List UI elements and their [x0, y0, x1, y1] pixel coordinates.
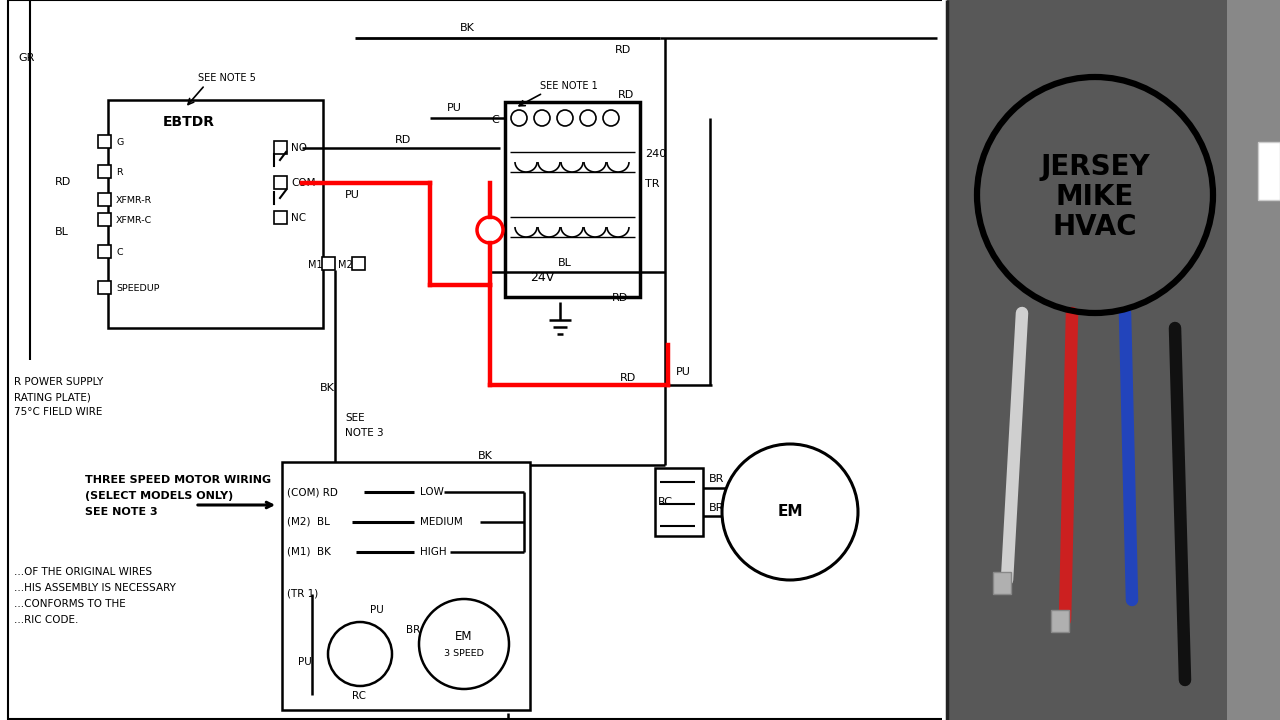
Text: ...RIC CODE.: ...RIC CODE.	[14, 615, 78, 625]
Circle shape	[580, 110, 596, 126]
Text: JERSEY: JERSEY	[1041, 153, 1149, 181]
Text: HIGH: HIGH	[420, 547, 447, 557]
Text: (TR 1): (TR 1)	[287, 589, 319, 599]
Text: SEE NOTE 5: SEE NOTE 5	[198, 73, 256, 83]
Bar	[655, 468, 703, 536]
Text: C: C	[116, 248, 123, 256]
Text: ...CONFORMS TO THE: ...CONFORMS TO THE	[14, 599, 125, 609]
Bar	[274, 211, 287, 224]
Text: SEE: SEE	[346, 413, 365, 423]
Text: ...HIS ASSEMBLY IS NECESSARY: ...HIS ASSEMBLY IS NECESSARY	[14, 583, 175, 593]
Text: MIKE: MIKE	[1056, 183, 1134, 211]
Text: 240: 240	[645, 149, 667, 159]
Bar	[947, 0, 1228, 720]
Text: (SELECT MODELS ONLY): (SELECT MODELS ONLY)	[84, 491, 233, 501]
Text: THREE SPEED MOTOR WIRING: THREE SPEED MOTOR WIRING	[84, 475, 271, 485]
Text: (M2)  BL: (M2) BL	[287, 517, 330, 527]
Text: 75°C FIELD WIRE: 75°C FIELD WIRE	[14, 407, 102, 417]
Text: XFMR-C: XFMR-C	[116, 215, 152, 225]
Circle shape	[722, 444, 858, 580]
Text: BR: BR	[709, 503, 724, 513]
Text: M2: M2	[338, 260, 353, 270]
Text: PU: PU	[447, 103, 462, 113]
Circle shape	[511, 110, 527, 126]
Text: RC: RC	[352, 691, 366, 701]
Circle shape	[534, 110, 550, 126]
Bar	[274, 141, 287, 154]
Text: ...OF THE ORIGINAL WIRES: ...OF THE ORIGINAL WIRES	[14, 567, 152, 577]
Bar	[1258, 142, 1280, 200]
Text: GR: GR	[18, 53, 35, 63]
Text: RD: RD	[396, 135, 411, 145]
Text: LOW: LOW	[420, 487, 444, 497]
Text: NOTE 3: NOTE 3	[346, 428, 384, 438]
Text: R POWER SUPPLY: R POWER SUPPLY	[14, 377, 104, 387]
Bar	[282, 462, 530, 710]
Text: M1: M1	[308, 260, 323, 270]
Circle shape	[419, 599, 509, 689]
Text: SPEEDUP: SPEEDUP	[116, 284, 160, 292]
Text: XFMR-R: XFMR-R	[116, 196, 152, 204]
Bar	[993, 572, 1011, 594]
Bar	[274, 176, 287, 189]
Text: BR: BR	[406, 625, 420, 635]
Text: EM: EM	[777, 505, 803, 520]
Bar	[947, 0, 1280, 720]
Text: NC: NC	[291, 213, 306, 223]
Text: BK: BK	[320, 383, 335, 393]
Text: PU: PU	[370, 605, 384, 615]
Text: BK: BK	[460, 23, 475, 33]
Bar	[99, 135, 111, 148]
Bar	[352, 257, 365, 270]
Text: 3 SPEED: 3 SPEED	[444, 649, 484, 657]
Text: EM: EM	[456, 631, 472, 644]
Circle shape	[603, 110, 620, 126]
Text: TR: TR	[645, 179, 659, 189]
Text: RC: RC	[658, 497, 673, 507]
Bar	[99, 245, 111, 258]
Bar	[323, 257, 335, 270]
Text: RD: RD	[614, 45, 631, 55]
Text: MEDIUM: MEDIUM	[420, 517, 463, 527]
Bar	[99, 281, 111, 294]
Text: BL: BL	[55, 227, 69, 237]
Bar	[1228, 0, 1280, 720]
Text: BR: BR	[709, 474, 724, 484]
Text: RD: RD	[618, 90, 635, 100]
Bar	[99, 213, 111, 226]
Text: 24V: 24V	[530, 271, 554, 284]
Text: PU: PU	[298, 657, 312, 667]
Text: PU: PU	[676, 367, 691, 377]
Bar	[506, 102, 640, 297]
Text: COM: COM	[291, 178, 315, 188]
Bar	[0, 0, 947, 720]
Text: EBTDR: EBTDR	[163, 115, 215, 129]
Text: BK: BK	[477, 451, 493, 461]
Text: (COM) RD: (COM) RD	[287, 487, 338, 497]
Text: SEE NOTE 1: SEE NOTE 1	[540, 81, 598, 91]
Text: RATING PLATE): RATING PLATE)	[14, 392, 91, 402]
Bar	[1051, 610, 1069, 632]
Text: RD: RD	[612, 293, 628, 303]
Text: (M1)  BK: (M1) BK	[287, 547, 330, 557]
Text: BL: BL	[558, 258, 572, 268]
Text: C: C	[492, 115, 499, 125]
Text: PU: PU	[346, 190, 360, 200]
Text: NO: NO	[291, 143, 307, 153]
Text: G: G	[116, 138, 123, 146]
Bar	[99, 193, 111, 206]
Text: HVAC: HVAC	[1052, 213, 1138, 241]
Bar	[99, 165, 111, 178]
Text: R: R	[116, 168, 123, 176]
Circle shape	[557, 110, 573, 126]
Circle shape	[328, 622, 392, 686]
Text: RD: RD	[55, 177, 72, 187]
Text: RD: RD	[620, 373, 636, 383]
Text: SEE NOTE 3: SEE NOTE 3	[84, 507, 157, 517]
Bar	[108, 100, 323, 328]
